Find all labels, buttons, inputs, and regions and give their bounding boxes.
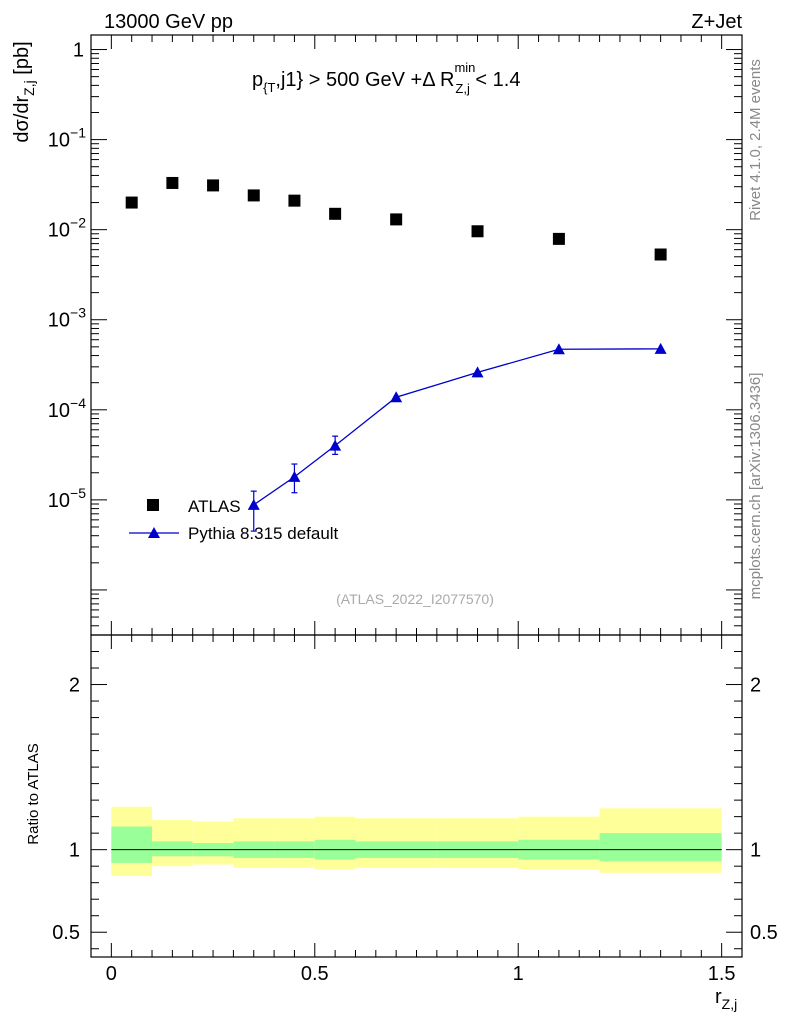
main-ytick-label-1: 10−1 xyxy=(48,125,86,152)
main-ytick-label-3: 10−3 xyxy=(48,305,86,332)
ratio-tick-labels: 2 2 1 1 0.5 0.5 0 0.5 1 1.5 xyxy=(52,675,778,985)
main-y-tick-labels: 1 10−1 10−2 10−3 10−4 10−5 xyxy=(48,40,86,512)
ratio-ylabel: Ratio to ATLAS xyxy=(25,743,42,844)
atlas-point-0 xyxy=(125,196,138,209)
pythia-point-5 xyxy=(552,343,565,355)
ratio-band-inner-9 xyxy=(599,833,722,862)
atlas-point-3 xyxy=(247,189,260,202)
ratio-ytick-label-right-2: 0.5 xyxy=(750,922,778,944)
main-frame xyxy=(90,34,743,636)
ratio-ytick-label-left-2: 0.5 xyxy=(52,922,80,944)
atlas-point-2 xyxy=(207,179,220,192)
xtick-label-2: 1 xyxy=(513,963,524,985)
legend-pythia-label: Pythia 8.315 default xyxy=(188,524,339,543)
main-ytick-label-5: 10−5 xyxy=(48,485,86,512)
pythia-point-1 xyxy=(288,470,301,482)
ratio-band-inner-0 xyxy=(111,826,153,863)
pythia-line xyxy=(253,348,661,506)
atlas-point-9 xyxy=(654,248,667,261)
atlas-point-4 xyxy=(288,194,301,207)
ratio-ytick-label-left-0: 2 xyxy=(69,675,80,697)
atlas-point-8 xyxy=(552,232,565,245)
rivet-label: Rivet 4.1.0, 2.4M events xyxy=(747,59,764,221)
ratio-ytick-label-left-1: 1 xyxy=(69,840,80,862)
pythia-point-0 xyxy=(247,498,260,510)
ratio-bands xyxy=(111,806,722,877)
ratio-ytick-label-right-1: 1 xyxy=(750,840,761,862)
xtick-label-1: 0.5 xyxy=(301,963,329,985)
main-ytick-label-2: 10−2 xyxy=(48,215,86,242)
header-left: 13000 GeV pp xyxy=(104,11,233,33)
main-panel xyxy=(90,34,743,636)
legend-atlas-label: ATLAS xyxy=(188,497,241,516)
ratio-ytick-label-right-0: 2 xyxy=(750,675,761,697)
ratio-panel xyxy=(90,634,743,958)
ratio-band-inner-1 xyxy=(152,841,193,857)
main-series xyxy=(125,176,667,532)
analysis-id: (ATLAS_2022_I2077570) xyxy=(336,591,494,607)
main-ytick-label-4: 10−4 xyxy=(48,395,86,422)
atlas-point-7 xyxy=(471,225,484,238)
atlas-point-6 xyxy=(390,213,403,226)
legend-atlas-marker xyxy=(147,499,159,511)
pythia-point-3 xyxy=(390,391,403,403)
atlas-point-5 xyxy=(329,207,342,220)
header-right: Z+Jet xyxy=(691,11,742,33)
legend-pythia-marker xyxy=(148,527,160,538)
legend: ATLAS Pythia 8.315 default xyxy=(129,497,339,543)
main-ytick-label-0: 1 xyxy=(73,40,84,62)
main-ylabel: dσ/drZ,j [pb] xyxy=(11,41,37,142)
xtick-label-0: 0 xyxy=(106,963,117,985)
cut-label: p{T,j1} > 500 GeV +Δ Rmin Z,j < 1.4 xyxy=(252,60,520,96)
mcplots-label: mcplots.cern.ch [arXiv:1306.3436] xyxy=(747,373,764,600)
atlas-point-1 xyxy=(166,176,179,189)
xtick-label-3: 1.5 xyxy=(708,963,736,985)
pythia-point-4 xyxy=(471,366,484,378)
x-axis-label: rZ,j xyxy=(715,986,737,1012)
pythia-point-2 xyxy=(329,439,342,451)
ratio-frame xyxy=(90,634,743,958)
pythia-point-6 xyxy=(654,342,667,354)
